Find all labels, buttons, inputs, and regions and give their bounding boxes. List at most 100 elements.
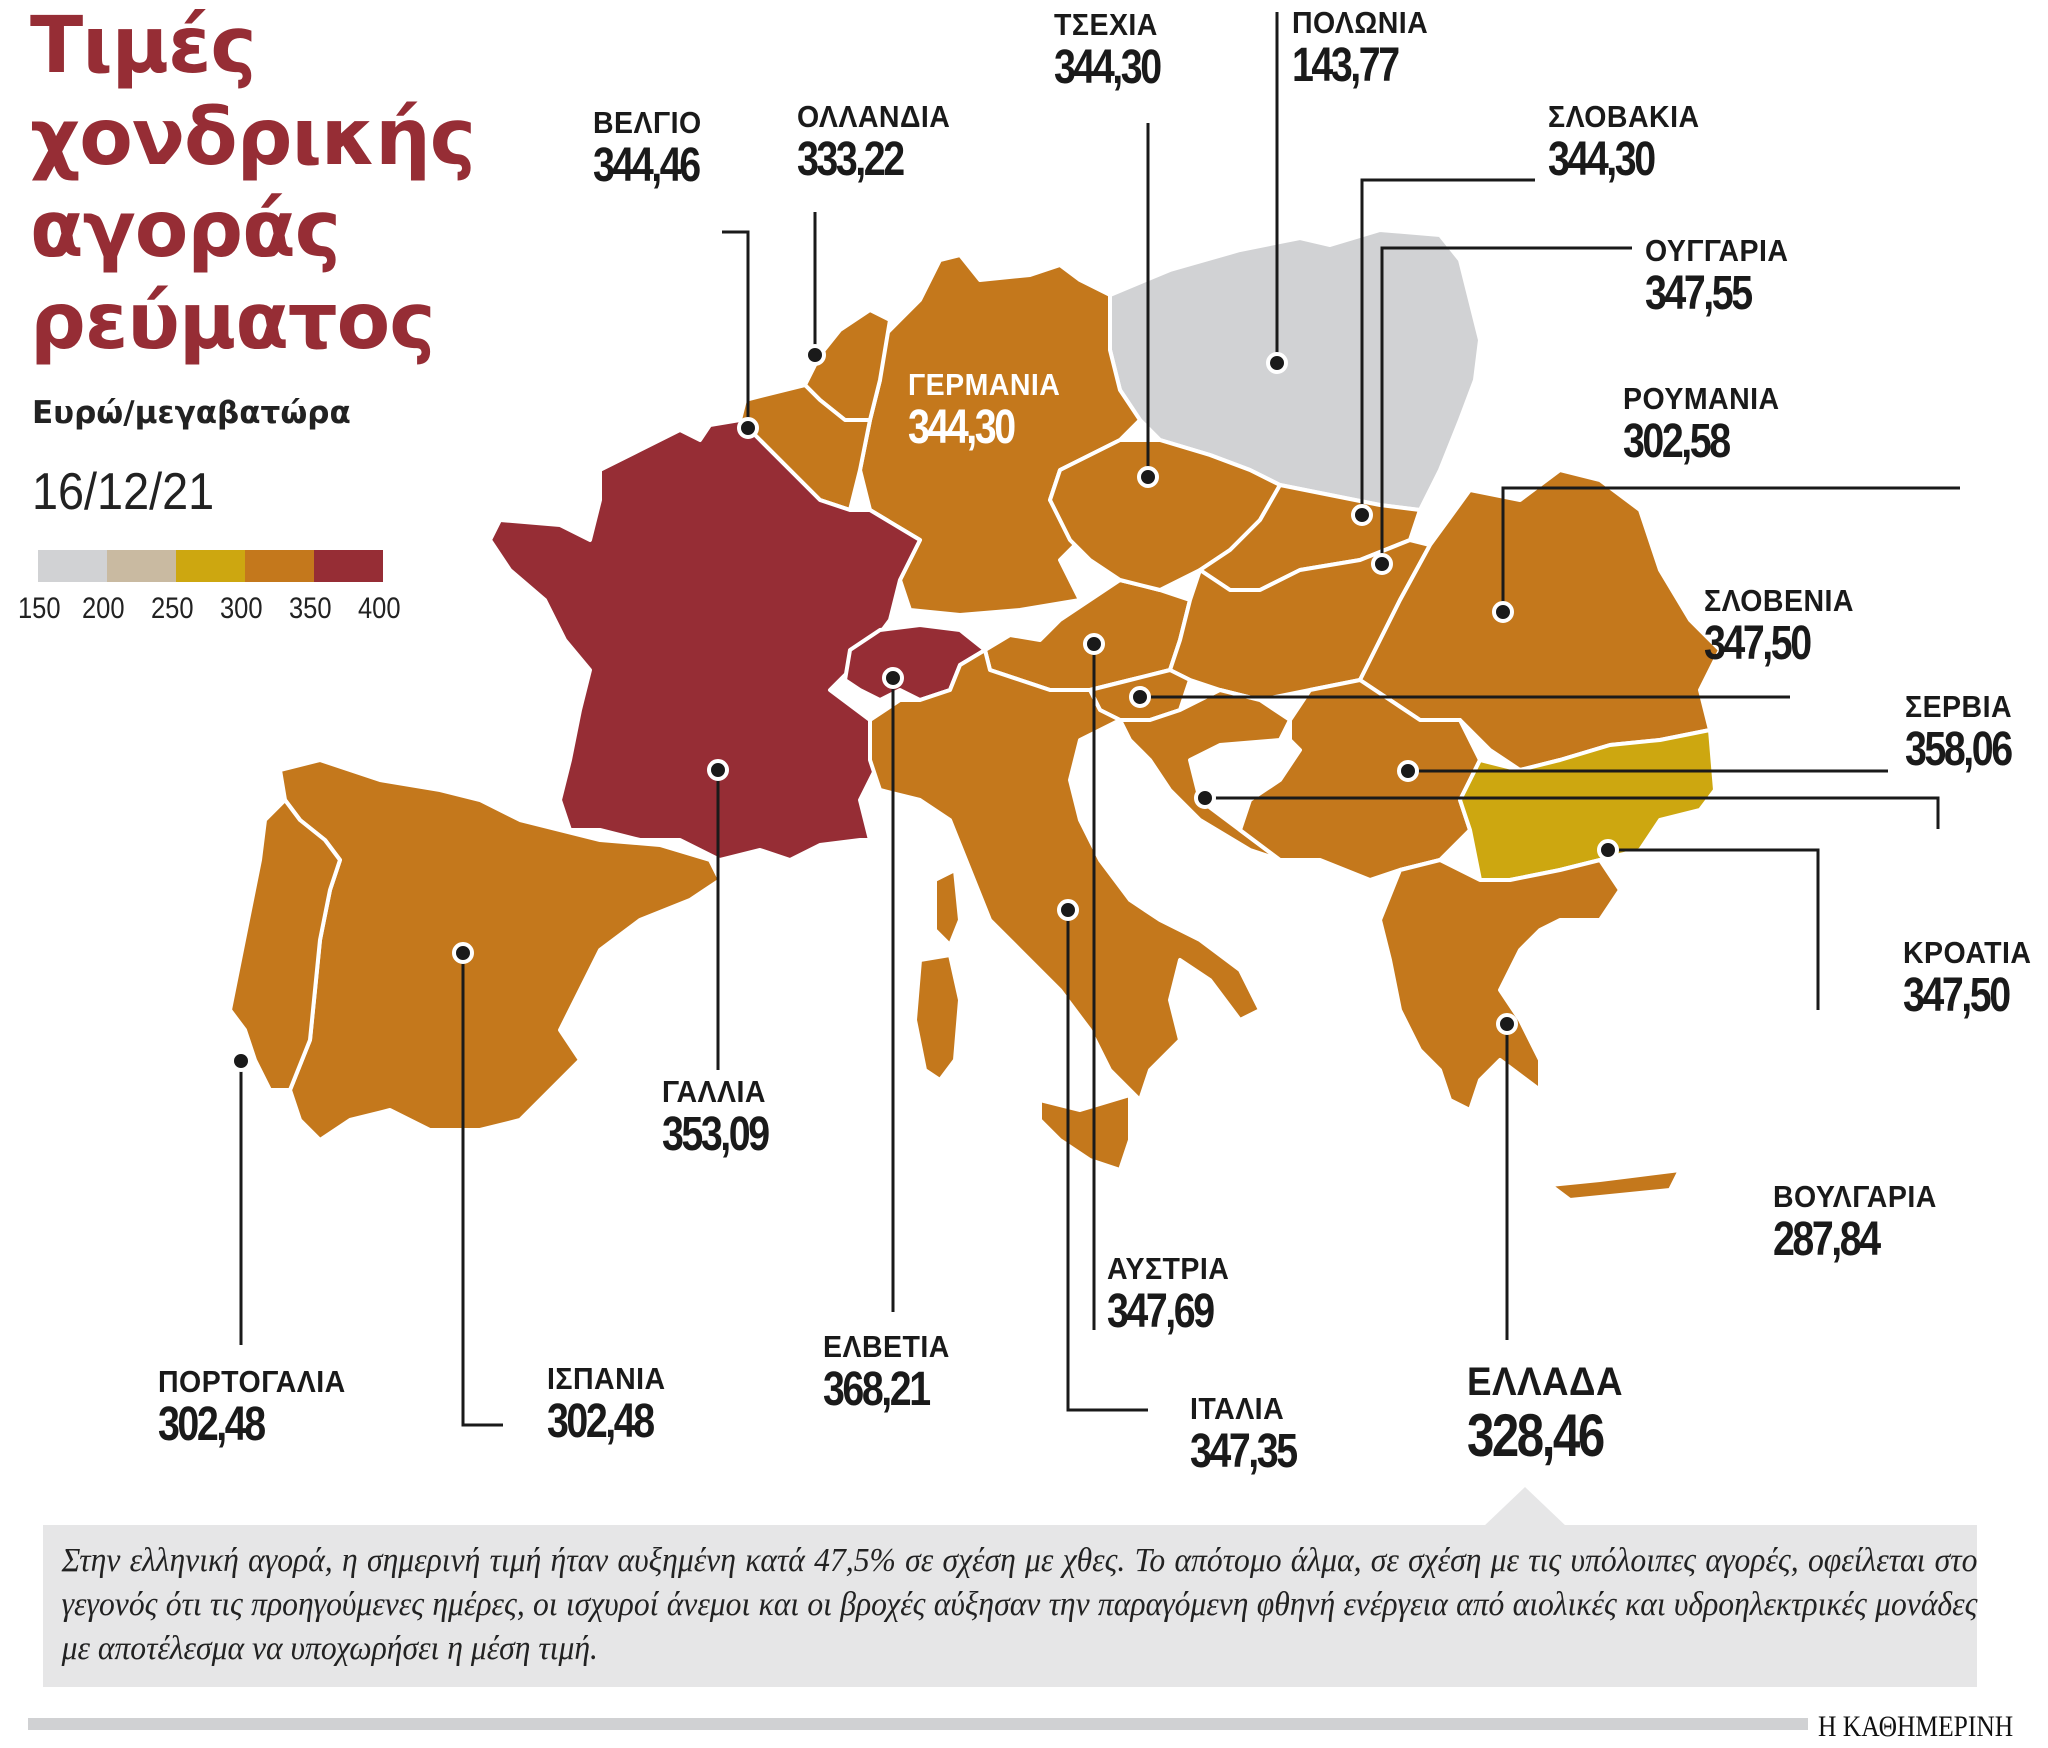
marker-slovenia — [1129, 686, 1151, 708]
country-value: 353,09 — [662, 1108, 770, 1161]
legend-tick: 200 — [82, 592, 125, 625]
region-greece[interactable] — [1378, 858, 1622, 1112]
region-italy[interactable] — [868, 648, 1262, 1102]
country-name: ΙΤΑΛΙΑ — [1190, 1391, 1285, 1426]
legend-swatch-200-250 — [107, 550, 176, 582]
country-name: ΣΕΡΒΙΑ — [1905, 689, 2013, 724]
leader-slovakia — [1360, 178, 1535, 512]
date-label: 16/12/21 — [32, 463, 215, 521]
region-croatia[interactable] — [1118, 688, 1292, 862]
label-spain: ΙΣΠΑΝΙΑ 302,48 — [547, 1362, 676, 1448]
color-legend — [38, 550, 383, 582]
region-poland[interactable] — [1108, 228, 1482, 512]
legend-tick: 400 — [358, 592, 401, 625]
country-name: ΟΥΓΓΑΡΙΑ — [1645, 233, 1789, 268]
label-slovenia: ΣΛΟΒΕΝΙΑ 347,50 — [1704, 584, 1867, 670]
country-value: 143,77 — [1292, 39, 1400, 92]
legend-swatch-150-200 — [38, 550, 107, 582]
label-france: ΓΑΛΛΙΑ 353,09 — [662, 1075, 791, 1161]
region-crete[interactable] — [1548, 1168, 1682, 1202]
country-name: ΒΟΥΛΓΑΡΙΑ — [1773, 1179, 1937, 1214]
title-line-4: ρεύματος — [30, 277, 436, 367]
title-line-3: αγοράς — [30, 185, 341, 275]
country-name: ΑΥΣΤΡΙΑ — [1107, 1251, 1230, 1286]
region-sicily[interactable] — [1038, 1093, 1132, 1172]
country-name: ΕΛΒΕΤΙΑ — [823, 1329, 950, 1364]
leader-belgium — [722, 230, 750, 425]
legend-swatch-250-300 — [176, 550, 245, 582]
marker-switzerland — [882, 667, 904, 689]
marker-belgium — [737, 417, 759, 439]
country-value: 347,55 — [1645, 267, 1753, 320]
legend-tick: 150 — [18, 592, 61, 625]
country-name: ΚΡΟΑΤΙΑ — [1903, 935, 2032, 970]
title-line-1: Τιμές — [30, 1, 257, 91]
region-portugal[interactable] — [228, 798, 342, 1092]
label-greece: ΕΛΛΑΔΑ 328,46 — [1467, 1360, 1637, 1468]
legend-ticks: 150 200 250 300 350 400 — [18, 592, 408, 632]
marker-netherlands — [804, 344, 826, 366]
marker-austria — [1083, 633, 1105, 655]
country-name: ΤΣΕΧΙΑ — [1054, 7, 1158, 42]
country-name: ΓΕΡΜΑΝΙΑ — [908, 367, 1061, 402]
marker-portugal — [230, 1050, 252, 1072]
country-value: 344,30 — [1054, 41, 1162, 94]
country-name: ΕΛΛΑΔΑ — [1467, 1360, 1623, 1404]
marker-greece — [1496, 1013, 1518, 1035]
country-name: ΡΟΥΜΑΝΙΑ — [1623, 381, 1780, 416]
label-switzerland: ΕΛΒΕΤΙΑ 368,21 — [823, 1330, 961, 1416]
country-value: 358,06 — [1905, 723, 2013, 776]
marker-serbia — [1397, 760, 1419, 782]
leader-italy — [1066, 910, 1148, 1412]
legend-tick: 350 — [289, 592, 332, 625]
marker-france — [707, 759, 729, 781]
country-value: 344,46 — [593, 139, 701, 192]
marker-slovakia — [1351, 504, 1373, 526]
region-sardinia[interactable] — [913, 953, 962, 1082]
publisher-logo: Η ΚΑΘΗΜΕΡΙΝΗ — [1818, 1710, 2014, 1743]
country-value: 347,35 — [1190, 1425, 1298, 1478]
note-pointer — [1483, 1487, 1567, 1527]
region-corsica[interactable] — [933, 868, 962, 947]
label-romania: ΡΟΥΜΑΝΙΑ 302,58 — [1623, 382, 1793, 468]
label-hungary: ΟΥΓΓΑΡΙΑ 347,55 — [1645, 234, 1801, 320]
country-value: 328,46 — [1467, 1402, 1605, 1469]
marker-czechia — [1137, 466, 1159, 488]
country-name: ΟΛΛΑΝΔΙΑ — [797, 99, 951, 134]
legend-swatch-350-400 — [314, 550, 383, 582]
label-netherlands: ΟΛΛΑΝΔΙΑ 333,22 — [797, 100, 964, 186]
marker-bulgaria — [1597, 839, 1619, 861]
country-value: 287,84 — [1773, 1213, 1881, 1266]
label-belgium: ΒΕΛΓΙΟ 344,46 — [593, 106, 722, 192]
region-france[interactable] — [488, 418, 922, 862]
country-value: 333,22 — [797, 133, 905, 186]
leader-hungary — [1380, 246, 1632, 560]
country-value: 302,58 — [1623, 415, 1731, 468]
label-croatia: ΚΡΟΑΤΙΑ 347,50 — [1903, 936, 2043, 1022]
country-name: ΠΟΡΤΟΓΑΛΙΑ — [158, 1364, 346, 1399]
note-text: Στην ελληνική αγορά, η σημερινή τιμή ήτα… — [61, 1542, 1978, 1667]
marker-romania — [1492, 601, 1514, 623]
label-poland: ΠΟΛΩΝΙΑ 143,77 — [1292, 6, 1440, 92]
marker-hungary — [1371, 553, 1393, 575]
country-value: 302,48 — [547, 1395, 655, 1448]
label-czechia: ΤΣΕΧΙΑ 344,30 — [1054, 8, 1183, 94]
country-value: 368,21 — [823, 1363, 931, 1416]
label-serbia: ΣΕΡΒΙΑ 358,06 — [1905, 690, 2034, 776]
page-title: Τιμές χονδρικής αγοράς ρεύματος — [30, 0, 476, 368]
label-bulgaria: ΒΟΥΛΓΑΡΙΑ 287,84 — [1773, 1180, 1951, 1266]
country-value: 344,30 — [908, 401, 1016, 454]
label-portugal: ΠΟΡΤΟΓΑΛΙΑ 302,48 — [158, 1365, 362, 1451]
country-name: ΠΟΛΩΝΙΑ — [1292, 5, 1429, 40]
leader-bulgaria — [1608, 848, 1820, 1010]
legend-tick: 300 — [220, 592, 263, 625]
leader-romania — [1501, 486, 1960, 612]
label-slovakia: ΣΛΟΒΑΚΙΑ 344,30 — [1548, 100, 1713, 186]
marker-italy — [1057, 899, 1079, 921]
legend-tick: 250 — [151, 592, 194, 625]
country-name: ΒΕΛΓΙΟ — [593, 105, 702, 140]
unit-label: Ευρώ/μεγαβατώρα — [32, 395, 351, 431]
country-value: 347,69 — [1107, 1285, 1215, 1338]
title-line-2: χονδρικής — [30, 93, 476, 183]
